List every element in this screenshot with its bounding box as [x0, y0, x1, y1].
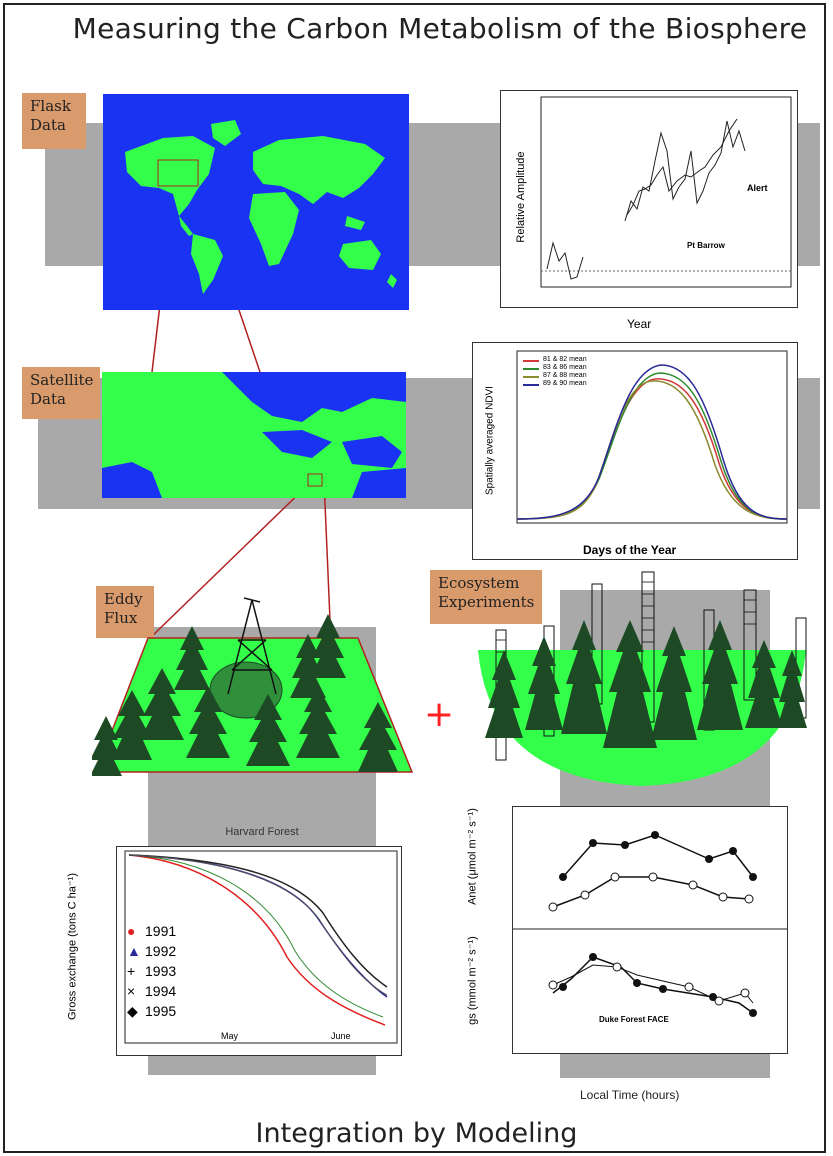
alert-annotation: Alert	[747, 183, 768, 193]
duke-forest-annotation: Duke Forest FACE	[599, 1015, 669, 1024]
legend-1991-icon: ●	[127, 923, 136, 939]
legend-1995-icon: ◆	[127, 1003, 138, 1019]
amplitude-ylabel: Relative Amplitude	[515, 151, 527, 243]
duke-anet-ylabel: Anet (μmol m⁻² s⁻¹)	[466, 808, 479, 905]
ecosystem-experiments-label: Ecosystem Experiments	[430, 570, 542, 624]
eddy-flux-label: Eddy Flux	[96, 586, 154, 638]
tree-cluster	[92, 614, 398, 776]
ecosystem-band-bottom	[560, 1050, 770, 1078]
amplitude-chart-panel: Alert Pt Barrow Year Relative Amplitude	[500, 90, 798, 331]
page-title: Measuring the Carbon Metabolism of the B…	[72, 12, 808, 45]
legend-1994-icon: ×	[127, 983, 136, 999]
legend-1995: 1995	[145, 1003, 177, 1019]
harvard-chart-panel: May June ● 1991 ▲ 1992 +1993 × 1994 ◆ 1995	[116, 846, 402, 1056]
harvard-forest-header: Harvard Forest	[225, 826, 299, 838]
legend-1993-icon: +	[127, 963, 136, 979]
figure-border	[3, 3, 826, 1153]
harvard-xtick-may: May	[221, 1031, 239, 1041]
duke-chart	[513, 831, 787, 1017]
harvard-xtick-june: June	[331, 1031, 351, 1041]
world-map	[103, 94, 409, 310]
ndvi-legend-4: 89 & 90 mean	[543, 380, 587, 387]
amplitude-chart	[540, 96, 792, 288]
duke-chart-panel: Duke Forest FACE	[512, 806, 788, 1054]
duke-xlabel: Local Time (hours)	[580, 1088, 680, 1102]
legend-1992: 1992	[145, 943, 177, 959]
ndvi-xlabel: Days of the Year	[583, 543, 677, 557]
legend-1992-icon: ▲	[127, 943, 141, 959]
eddy-flux-forest	[92, 597, 414, 776]
duke-gs-ylabel: gs (mmol m⁻² s⁻¹)	[466, 936, 479, 1025]
amplitude-xlabel: Year	[627, 317, 652, 331]
legend-1994: 1994	[145, 983, 177, 999]
harvard-chart	[124, 850, 398, 1044]
ndvi-legend-3: 87 & 88 mean	[543, 372, 587, 379]
ndvi-chart	[516, 350, 788, 524]
plus-icon: +	[424, 694, 455, 735]
satellite-data-label: Satellite Data	[22, 367, 100, 419]
legend-1993: 1993	[145, 963, 177, 979]
ndvi-legend-1: 81 & 82 mean	[543, 356, 587, 363]
satellite-map	[102, 372, 406, 498]
ndvi-ylabel: Spatially averaged NDVI	[484, 386, 496, 495]
harvard-ylabel: Gross exchange (tons C ha⁻¹)	[66, 872, 79, 1021]
ndvi-chart-panel: 81 & 82 mean 83 & 86 mean 87 & 88 mean 8…	[472, 342, 798, 560]
harvard-legend: ● 1991 ▲ 1992 +1993 × 1994 ◆ 1995	[127, 923, 176, 1023]
flask-data-label: Flask Data	[22, 93, 86, 149]
pt-barrow-annotation: Pt Barrow	[687, 241, 725, 250]
ecosystem-forest	[478, 571, 807, 786]
legend-1991: 1991	[145, 923, 177, 939]
ndvi-legend-2: 83 & 86 mean	[543, 364, 587, 371]
footer-title: Integration by Modeling	[255, 1118, 578, 1149]
